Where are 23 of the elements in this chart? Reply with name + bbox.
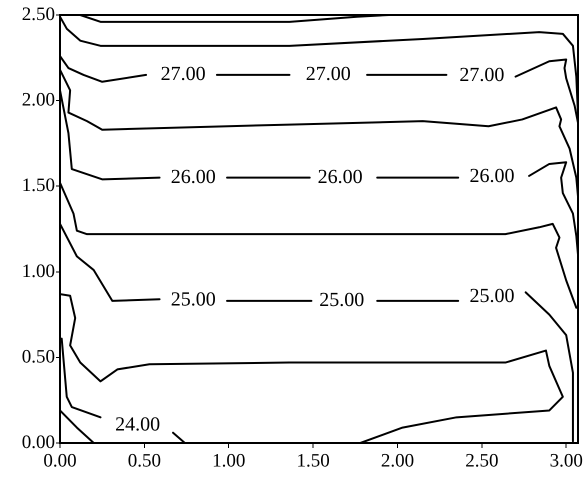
y-tick-label: 2.00 — [22, 90, 55, 111]
text: 25.00 — [469, 284, 514, 307]
text: 25.00 — [170, 288, 216, 310]
x-tick-label: 3.00 — [550, 450, 583, 472]
series-label: 26.00 — [318, 166, 363, 188]
text: 27.00 — [306, 63, 351, 86]
text: 27.00 — [459, 64, 504, 86]
x-tick-label: 0.00 — [43, 450, 77, 472]
text: 26.00 — [469, 165, 514, 188]
y-tick-label: 1.50 — [22, 175, 55, 196]
y-tick-label: 0.00 — [22, 432, 55, 453]
x-tick-label: 2.00 — [380, 450, 414, 472]
x-tick-label: 1.50 — [296, 450, 330, 472]
x-tick-label: 2.50 — [465, 450, 498, 472]
x-tick-label: 0.50 — [128, 450, 161, 472]
y-tick-label: 0.50 — [22, 346, 55, 368]
y-tick-label: 2.50 — [22, 4, 55, 25]
text: 26.00 — [170, 166, 216, 188]
x-tick-label: 1.00 — [212, 450, 246, 472]
y-tick-label: 1.00 — [22, 260, 55, 282]
series-label: 27.00 — [160, 63, 206, 86]
series-label: 24.00 — [115, 413, 160, 436]
series-label: 25.00 — [319, 289, 364, 312]
